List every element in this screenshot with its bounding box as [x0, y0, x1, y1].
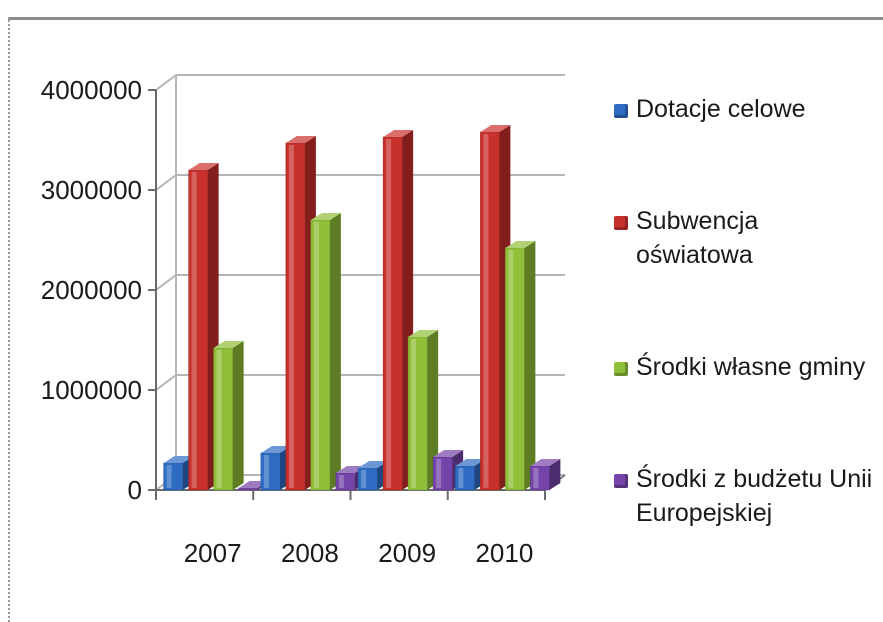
x-category-label: 2007 — [184, 538, 242, 568]
bar-highlight — [288, 145, 294, 488]
bar-top — [163, 456, 194, 463]
bar-highlight — [508, 250, 514, 488]
bar-top — [213, 341, 244, 348]
bar-front — [432, 456, 453, 491]
bar-side — [427, 330, 439, 490]
bar-front — [163, 462, 183, 491]
y-tick-label: 2000000 — [41, 275, 142, 305]
bar — [505, 241, 536, 491]
bar-top — [260, 446, 291, 453]
label-layer: 0 1000000 2000000 3000000 4000000 2007 2008 200… — [41, 75, 534, 568]
bar — [530, 459, 561, 491]
legend-swatch-purple — [614, 474, 628, 488]
gridline-slant — [155, 274, 177, 291]
bar — [310, 213, 341, 491]
bar-top — [505, 241, 536, 248]
bar-top — [530, 459, 561, 466]
bar-top — [480, 125, 511, 132]
legend-swatch-blue — [614, 104, 628, 118]
legend-item-srodki-ue: Środki z budżetu Unii Europejskiej — [612, 462, 877, 530]
bar-top — [433, 450, 464, 457]
legend-label: Środki z budżetu Unii Europejskiej — [636, 465, 873, 527]
bar-side — [524, 241, 536, 490]
gridline-slant — [155, 74, 177, 91]
y-tick-label: 0 — [128, 475, 142, 505]
frame-top-border — [8, 17, 883, 20]
bar-side — [549, 459, 561, 490]
bar — [480, 125, 511, 491]
legend-swatch-red — [614, 216, 628, 230]
x-category-label: 2009 — [378, 538, 436, 568]
bar-highlight — [313, 222, 319, 488]
gridline-slant — [155, 174, 177, 191]
bar-highlight — [483, 134, 489, 488]
bar-top — [383, 130, 414, 137]
bar-front — [238, 487, 258, 491]
bar-front — [335, 472, 356, 491]
legend-item-subwencja: Subwencja oświatowa — [612, 204, 877, 272]
bar-front — [285, 142, 306, 491]
y-tick-label: 1000000 — [41, 375, 142, 405]
bar-top — [455, 459, 486, 466]
bar-top — [358, 461, 389, 468]
bar-layer — [163, 125, 561, 491]
bar — [213, 341, 244, 491]
bar-front — [382, 136, 403, 491]
bar-highlight — [458, 468, 464, 488]
bar-top — [408, 330, 439, 337]
bar — [407, 330, 439, 491]
bar-front — [530, 465, 550, 491]
legend-label: Subwencja oświatowa — [636, 207, 759, 269]
x-category-label: 2008 — [281, 538, 339, 568]
bar-front — [357, 467, 378, 491]
bar-highlight — [386, 139, 392, 488]
bar-top — [310, 213, 341, 220]
bar-front — [188, 169, 208, 491]
bar-highlight — [216, 350, 222, 488]
y-tick-label: 3000000 — [41, 175, 142, 205]
legend-swatch-green — [614, 362, 628, 376]
bar-front — [310, 219, 331, 491]
legend-item-srodki-wlasne: Środki własne gminy — [612, 350, 877, 384]
bar-highlight — [533, 468, 539, 488]
bar-front — [260, 452, 281, 491]
frame-left-border — [8, 17, 10, 622]
legend-label: Dotacje celowe — [636, 95, 806, 123]
bar-front — [505, 247, 525, 491]
bar-highlight — [361, 470, 367, 488]
legend-item-dotacje: Dotacje celowe — [612, 92, 877, 126]
y-tick-label: 4000000 — [41, 75, 142, 105]
bar-top — [188, 163, 219, 170]
bar-front — [480, 131, 500, 491]
gridline-slant — [155, 374, 177, 391]
legend-label: Środki własne gminy — [636, 353, 866, 381]
bar-front — [455, 465, 475, 491]
legend: Dotacje celowe Subwencja oświatowa Środk… — [612, 92, 877, 530]
bar-highlight — [166, 465, 172, 488]
bar-highlight — [191, 172, 197, 488]
bar-highlight — [338, 475, 344, 488]
bar-highlight — [263, 455, 269, 488]
bar-front — [213, 347, 233, 491]
bar-side — [232, 341, 244, 490]
bar-highlight — [411, 339, 417, 488]
x-category-label: 2010 — [475, 538, 533, 568]
bar-highlight — [436, 459, 442, 488]
bar-side — [329, 213, 341, 490]
bar-top — [285, 136, 316, 143]
bar-front — [407, 336, 428, 491]
